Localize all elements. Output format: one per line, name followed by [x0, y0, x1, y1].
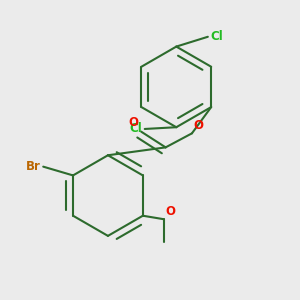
- Text: O: O: [128, 116, 138, 130]
- Text: Cl: Cl: [210, 30, 223, 43]
- Text: Br: Br: [26, 160, 41, 173]
- Text: O: O: [165, 205, 175, 218]
- Text: Cl: Cl: [130, 122, 142, 136]
- Text: O: O: [194, 118, 204, 132]
